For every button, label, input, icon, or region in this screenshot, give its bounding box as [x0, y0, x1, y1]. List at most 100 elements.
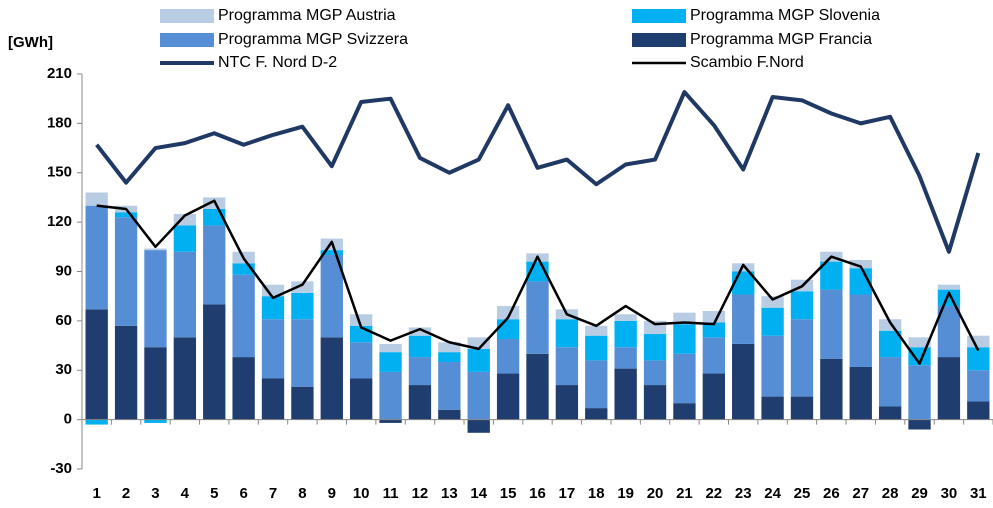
line-series [95, 90, 981, 254]
legend-label: Programma MGP Francia [690, 31, 872, 48]
x-tick-label: 19 [617, 485, 634, 502]
bar-segment [643, 385, 667, 420]
bar-segment [585, 325, 608, 336]
y-tick-label: 90 [55, 262, 72, 279]
x-tick-label: 22 [705, 485, 722, 502]
bar-segment [379, 352, 402, 372]
x-tick-label: 12 [412, 485, 429, 502]
bar-segment [438, 362, 461, 410]
bar-segment [261, 319, 285, 379]
bar-segment [203, 304, 226, 420]
bar-segment [849, 294, 872, 367]
bar-segment [261, 378, 285, 420]
legend-swatch [160, 9, 214, 23]
bar-segment [526, 281, 549, 354]
y-tick-label: 0 [64, 411, 72, 428]
bar-segment [408, 327, 432, 336]
bar-segment [673, 353, 696, 404]
bar-segment [173, 213, 197, 226]
legend-label: Programma MGP Svizzera [218, 31, 408, 48]
y-tick-label: 120 [47, 213, 72, 230]
bar-segment [291, 292, 314, 320]
bar-segment [908, 419, 931, 430]
bar-segment [585, 408, 608, 420]
bar-segment [820, 261, 843, 290]
bar-segment [291, 386, 314, 420]
bar-segment [467, 419, 490, 433]
bar-segment [85, 192, 108, 206]
x-tick-label: 16 [529, 485, 546, 502]
bar-segment [761, 335, 784, 397]
bar-segment [937, 284, 961, 290]
bar-segment [467, 348, 490, 372]
x-tick-label: 13 [441, 485, 458, 502]
bar-segment [967, 347, 990, 371]
bar-segment [350, 378, 373, 420]
bar-segment [496, 319, 520, 339]
bar-segment [173, 337, 197, 420]
bar-segment [173, 251, 197, 338]
x-tick-label: 26 [823, 485, 840, 502]
bar-segment [232, 357, 255, 420]
bar-segment [261, 284, 285, 297]
bar-segment [673, 312, 696, 325]
bar-segment [908, 365, 931, 420]
bar-segment [614, 368, 637, 420]
bar-segment [673, 324, 696, 354]
bar-segment [144, 419, 167, 423]
bar-segment [438, 409, 461, 420]
x-tick-label: 14 [470, 485, 487, 502]
bar-segment [320, 337, 343, 420]
bar-segment [937, 306, 961, 358]
y-tick-label: 180 [47, 114, 72, 131]
bar-segment [85, 419, 108, 425]
legend-swatch [632, 33, 686, 47]
x-tick-label: 18 [588, 485, 605, 502]
bar-segment [732, 294, 755, 344]
x-tick-label: 5 [210, 485, 218, 502]
legend-swatch [160, 33, 214, 47]
bar-segment [438, 342, 461, 353]
bar-segment [114, 217, 138, 326]
bar-segment [467, 337, 490, 349]
bar-segment [761, 296, 784, 308]
bar-segment [702, 322, 725, 338]
bar-segment [144, 347, 167, 420]
bar-segment [379, 419, 402, 423]
x-tick-label: 17 [559, 485, 576, 502]
bar-segment [85, 205, 108, 310]
bar-segment [849, 366, 872, 420]
bar-segment [408, 385, 432, 420]
bar-segment [555, 347, 579, 386]
bar-segment [820, 289, 843, 359]
bar-segment [643, 334, 667, 361]
bar-segment [114, 325, 138, 420]
x-tick-label: 9 [328, 485, 336, 502]
bar-segment [614, 320, 637, 348]
bar-segment [144, 250, 167, 348]
bar-segment [496, 338, 520, 374]
bar-segment [790, 319, 814, 397]
x-tick-label: 6 [239, 485, 247, 502]
bar-segment [526, 353, 549, 420]
bar-segment [790, 396, 814, 420]
bar-segment [496, 306, 520, 320]
x-tick-label: 23 [735, 485, 752, 502]
x-tick-label: 29 [911, 485, 928, 502]
bar-segment [878, 406, 902, 420]
bar-segment [320, 255, 343, 338]
x-tick-label: 2 [122, 485, 130, 502]
bar-segment [350, 342, 373, 379]
bar-segment [702, 311, 725, 323]
bar-segment [173, 225, 197, 252]
bar-segment [144, 248, 167, 251]
bar-segment [232, 274, 255, 358]
bar-segment [291, 319, 314, 387]
x-tick-label: 7 [269, 485, 277, 502]
legend-swatch [632, 9, 686, 23]
legend-label: Programma MGP Slovenia [690, 7, 880, 24]
x-tick-label: 31 [970, 485, 987, 502]
bar-segment [232, 263, 255, 275]
bar-segment [673, 403, 696, 420]
